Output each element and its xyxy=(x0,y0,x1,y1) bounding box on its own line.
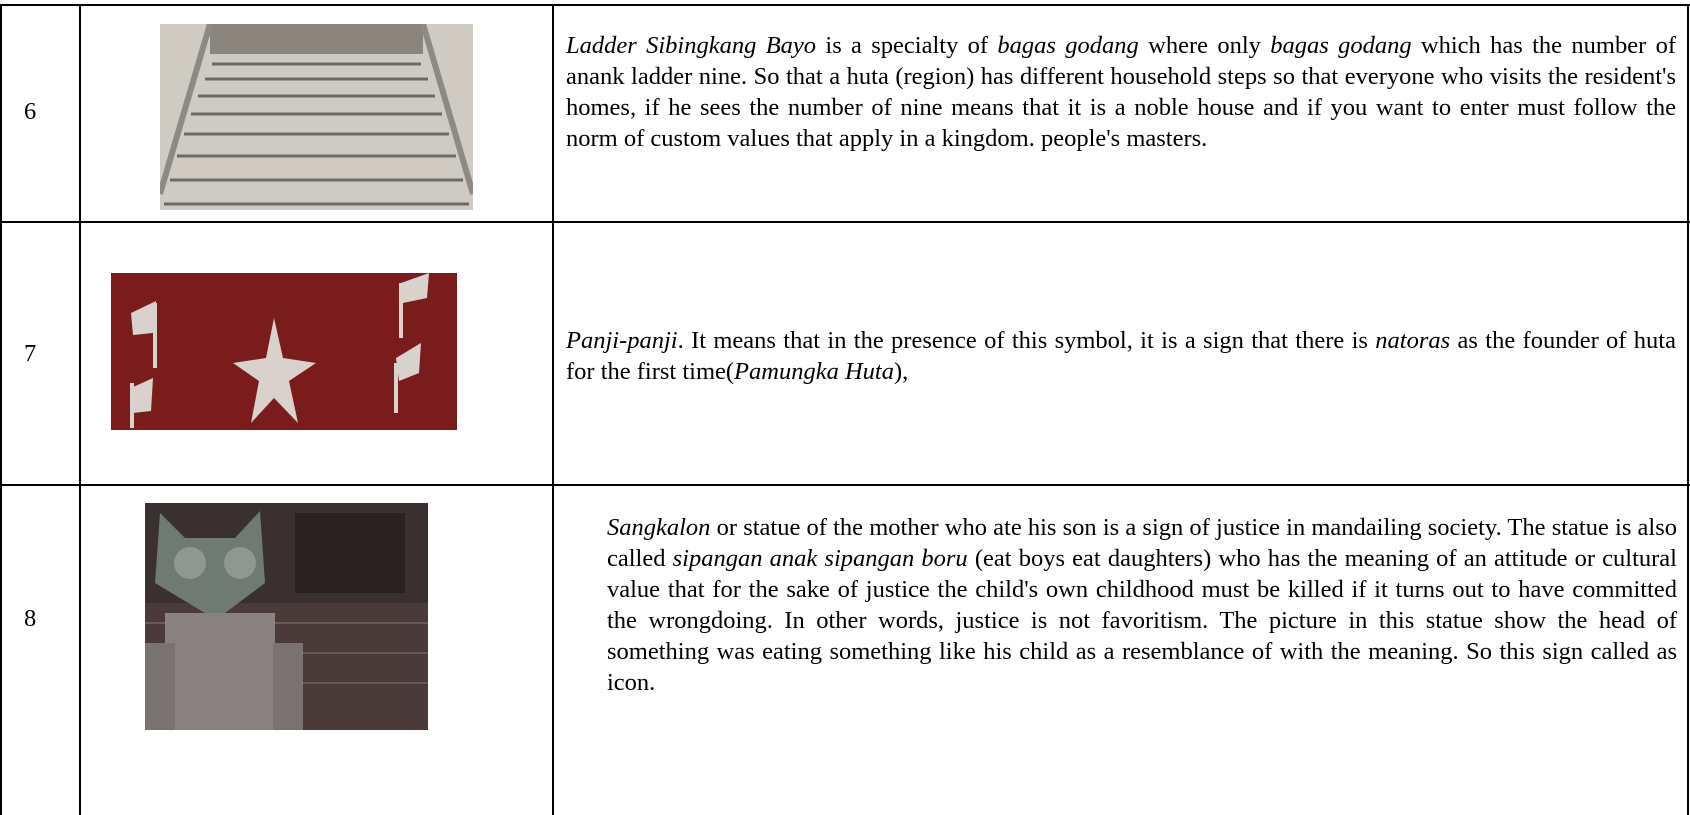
italic-text: Ladder Sibingkang Bayo xyxy=(566,32,817,59)
text: (eat boys eat daughters) who has the mea… xyxy=(607,545,1677,696)
border xyxy=(552,4,554,815)
border xyxy=(79,4,81,815)
italic-text: Panji-panji xyxy=(566,327,678,354)
row-description: Panji-panji. It means that in the presen… xyxy=(566,325,1676,387)
row-number: 6 xyxy=(24,98,37,125)
row-description: Ladder Sibingkang Bayo is a specialty of… xyxy=(566,30,1676,154)
stairs-image xyxy=(160,24,473,210)
text: or statue of the mother who ate his son … xyxy=(607,514,1677,572)
row-number: 7 xyxy=(24,340,37,367)
statue-image xyxy=(145,503,428,730)
text: as the founder of huta for the first tim… xyxy=(566,327,1676,385)
text: where only xyxy=(1138,32,1271,59)
border xyxy=(0,4,1690,6)
text: ), xyxy=(893,358,909,385)
border xyxy=(0,484,1690,486)
border xyxy=(1687,4,1689,815)
italic-text: natoras xyxy=(1375,327,1451,354)
flags-image xyxy=(111,273,457,430)
row-number: 8 xyxy=(24,605,37,632)
italic-text: sipangan anak sipangan boru xyxy=(672,545,968,572)
text: is a specialty of xyxy=(816,32,998,59)
italic-text: Pamungka Huta xyxy=(734,358,894,385)
text: which has the number of anank ladder nin… xyxy=(566,32,1676,152)
text: . It means that in the presence of this … xyxy=(677,327,1376,354)
row-description: Sangkalon or statue of the mother who at… xyxy=(607,512,1677,698)
italic-text: bagas godang xyxy=(997,32,1139,59)
border xyxy=(0,4,2,815)
border xyxy=(0,221,1690,223)
italic-text: Sangkalon xyxy=(607,514,711,541)
italic-text: bagas godang xyxy=(1270,32,1412,59)
